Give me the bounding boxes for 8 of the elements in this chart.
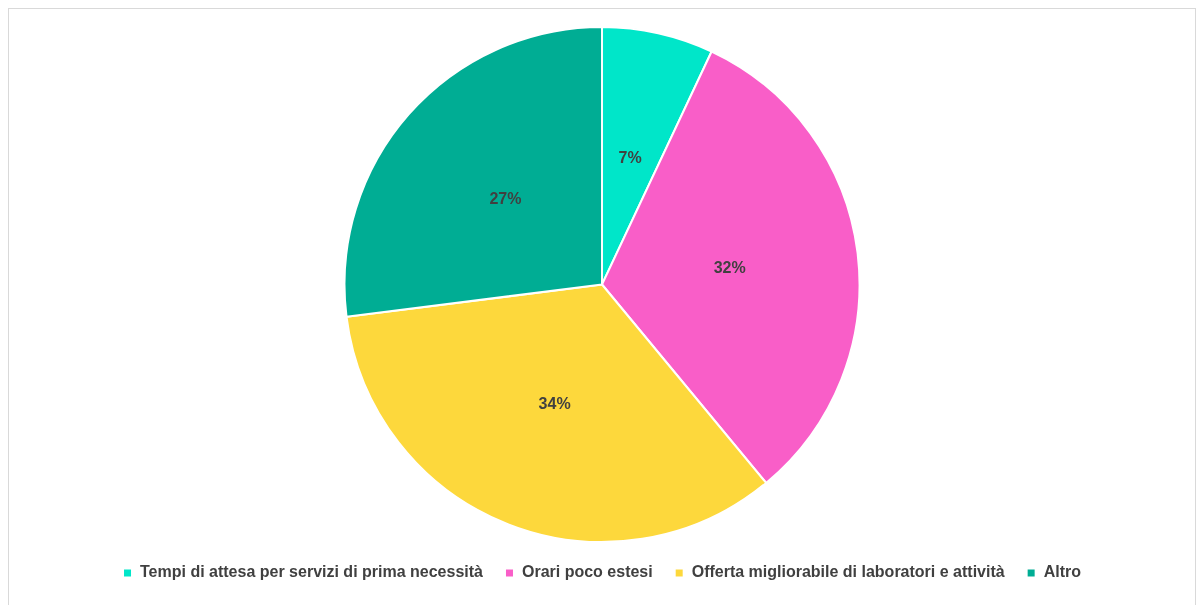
legend-label: Offerta migliorabile di laboratori e attività bbox=[691, 563, 1005, 581]
data-label: 7% bbox=[618, 149, 642, 167]
data-label: 27% bbox=[489, 189, 522, 207]
data-label: 34% bbox=[538, 394, 571, 412]
legend-label: Orari poco estesi bbox=[521, 563, 653, 581]
legend-label: Altro bbox=[1043, 563, 1082, 581]
legend-label: Tempi di attesa per servizi di prima necessità bbox=[140, 563, 484, 581]
data-label: 32% bbox=[713, 258, 746, 276]
